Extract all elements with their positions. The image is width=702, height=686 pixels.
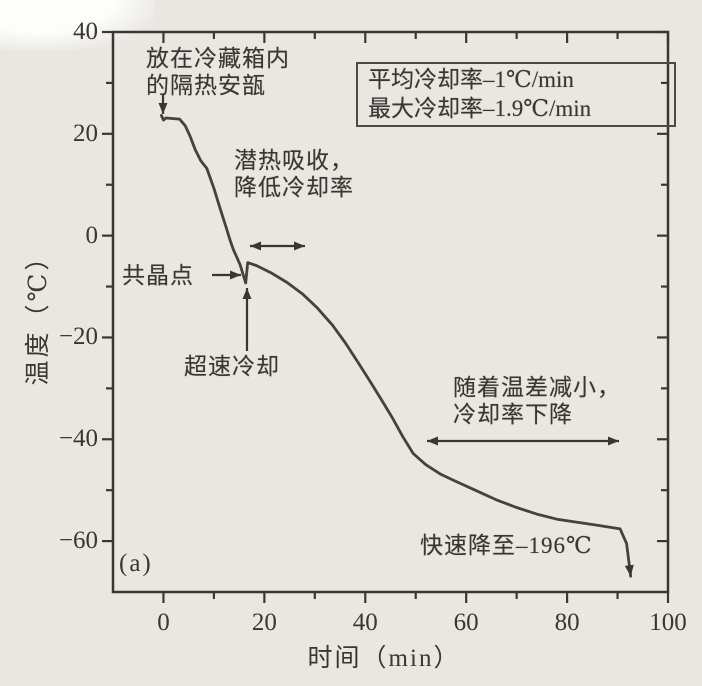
curve-end-arrowhead (624, 564, 634, 577)
x-tick-label-60: 60 (453, 609, 479, 636)
x-axis-title: 时间（min） (307, 645, 461, 672)
arrowhead-cooling-span (608, 436, 619, 446)
x-tick-label-20: 20 (251, 609, 277, 636)
arrowhead-ampoule-pointer (158, 103, 168, 114)
y-tick-label--20: −20 (58, 323, 98, 351)
arrowhead-eutectic-pointer (230, 270, 241, 280)
y-tick-label--60: −60 (58, 527, 98, 555)
legend-line-average-rate: 平均冷却率–1℃/min (368, 67, 574, 92)
annotation-rapid-cool: 超速冷却 (184, 353, 280, 380)
annotation-rapid-cool-line-1: 超速冷却 (184, 354, 280, 379)
annotation-ampoule-line-1: 放在冷藏箱内 (146, 46, 290, 71)
y-tick-label-0: 0 (85, 221, 99, 249)
x-tick-label-80: 80 (554, 609, 580, 636)
annotation-eutectic: 共晶点 (122, 262, 194, 289)
y-axis-title: 温度（℃） (25, 242, 52, 386)
cooling-curve-line (159, 114, 633, 578)
panel-label: (a) (119, 550, 153, 577)
annotation-latent-heat-line-1: 潜热吸收， (234, 148, 354, 173)
y-tick-label-20: 20 (73, 119, 98, 147)
annotation-eutectic-line-1: 共晶点 (122, 263, 194, 288)
arrowhead-plateau-span-start (250, 241, 261, 251)
annotation-temp-diff: 随着温差减小， 冷却率下降 (453, 374, 621, 428)
arrowhead-cooling-span-start (427, 436, 438, 446)
plot-frame (111, 30, 670, 594)
annotation-latent-heat-line-2: 降低冷却率 (234, 175, 354, 200)
annotation-final-drop-line-1: 快速降至–196℃ (420, 533, 593, 558)
annotation-ampoule-line-2: 的隔热安瓿 (146, 73, 266, 98)
x-tick-label-40: 40 (352, 609, 378, 636)
arrowhead-rapid-cool-pointer (242, 288, 252, 299)
y-tick-label--40: −40 (58, 425, 98, 453)
annotation-ampoule: 放在冷藏箱内 的隔热安瓿 (146, 45, 290, 99)
annotation-temp-diff-line-1: 随着温差减小， (453, 375, 621, 400)
x-tick-label-0: 0 (157, 609, 170, 636)
annotation-temp-diff-line-2: 冷却率下降 (453, 402, 573, 427)
legend-box: 平均冷却率–1℃/min 最大冷却率–1.9℃/min (356, 62, 676, 127)
annotation-latent-heat: 潜热吸收， 降低冷却率 (234, 147, 354, 201)
y-tick-label-40: 40 (73, 18, 98, 45)
legend-line-max-rate: 最大冷却率–1.9℃/min (368, 96, 592, 121)
annotation-final-drop: 快速降至–196℃ (420, 532, 593, 559)
x-tick-label-100: 100 (649, 609, 687, 636)
arrowhead-plateau-span (294, 241, 305, 251)
